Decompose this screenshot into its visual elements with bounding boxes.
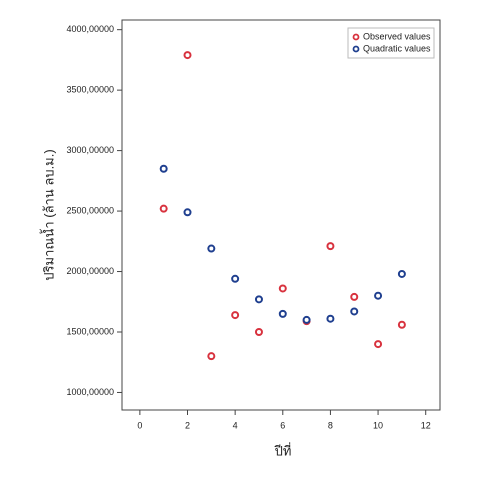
legend-label: Quadratic values bbox=[363, 43, 431, 53]
y-axis-title: ปริมาณน้ำ (ล้าน ลบ.ม.) bbox=[39, 149, 56, 280]
data-point bbox=[231, 274, 240, 283]
data-point bbox=[374, 291, 383, 300]
data-point bbox=[231, 311, 240, 320]
x-axis-title: ปีที่ bbox=[274, 442, 292, 458]
x-tick-label: 2 bbox=[185, 420, 190, 430]
data-point bbox=[350, 307, 359, 316]
data-point bbox=[207, 244, 216, 253]
x-tick-label: 8 bbox=[328, 420, 333, 430]
y-tick-label: 4000,00000 bbox=[66, 24, 114, 34]
y-tick-label: 1000,00000 bbox=[66, 387, 114, 397]
data-point bbox=[374, 340, 383, 349]
y-tick-label: 2000,00000 bbox=[66, 266, 114, 276]
legend-label: Observed values bbox=[363, 31, 431, 41]
data-point bbox=[254, 328, 263, 336]
plot-area bbox=[121, 19, 441, 411]
y-tick-label: 1500,00000 bbox=[66, 326, 114, 336]
data-point bbox=[326, 242, 335, 251]
x-tick-label: 4 bbox=[233, 420, 238, 430]
data-point bbox=[397, 269, 406, 278]
data-point bbox=[159, 164, 168, 173]
x-tick-label: 6 bbox=[280, 420, 285, 430]
x-tick-label: 10 bbox=[373, 420, 383, 430]
data-point bbox=[183, 208, 192, 217]
legend-marker bbox=[352, 45, 360, 53]
data-point bbox=[278, 309, 287, 318]
legend-box bbox=[347, 27, 435, 59]
x-tick-label: 0 bbox=[137, 420, 142, 430]
y-tick-label: 2500,00000 bbox=[66, 205, 114, 215]
data-point bbox=[159, 204, 168, 213]
data-point bbox=[207, 352, 216, 361]
x-tick-label: 12 bbox=[421, 420, 431, 430]
data-point bbox=[350, 292, 359, 301]
data-point bbox=[278, 284, 287, 293]
data-point bbox=[183, 51, 192, 60]
y-tick-label: 3000,00000 bbox=[66, 145, 114, 155]
y-tick-label: 3500,00000 bbox=[66, 85, 114, 95]
data-point bbox=[302, 315, 311, 324]
data-point bbox=[397, 320, 406, 329]
data-point bbox=[326, 314, 335, 323]
data-point bbox=[254, 295, 263, 304]
legend-marker bbox=[352, 33, 360, 41]
